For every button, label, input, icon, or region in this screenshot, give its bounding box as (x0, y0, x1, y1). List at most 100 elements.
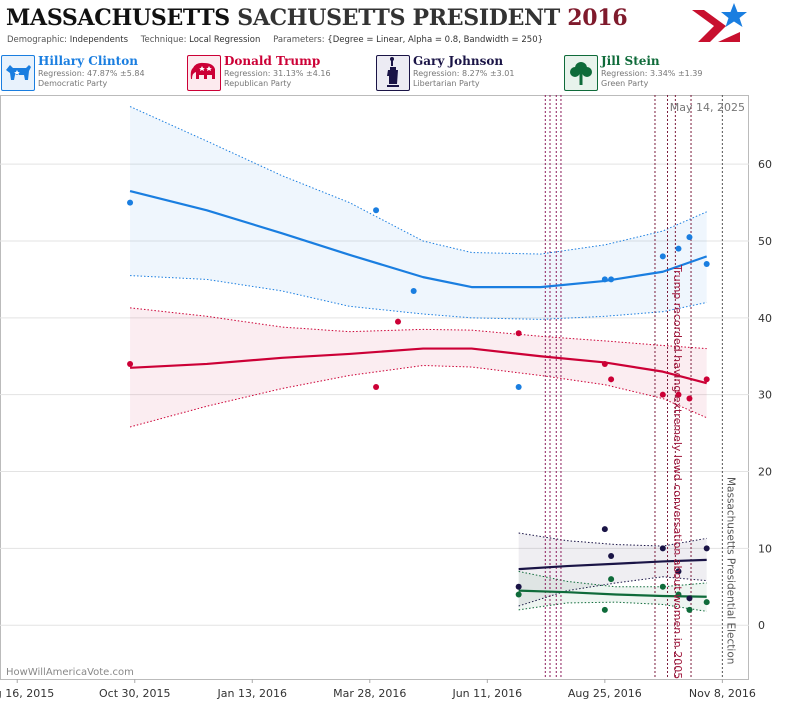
legend-item-johnson: Gary Johnson Regression: 8.27% ±3.01 Lib… (375, 54, 561, 92)
elephant-icon (190, 62, 215, 79)
confidence-band (130, 106, 707, 320)
data-point (686, 234, 693, 241)
data-point (686, 595, 693, 602)
upper-bound-line (518, 532, 707, 547)
stein-party: Green Party (601, 79, 649, 88)
data-point (608, 376, 615, 383)
data-point (515, 384, 522, 390)
johnson-icon-box (376, 55, 410, 91)
data-point (373, 207, 380, 214)
page-title: MASSACHUSETTS SACHUSETTS PRESIDENT 2016 (6, 5, 628, 31)
demographic-value: Independents (69, 35, 129, 45)
y-tick-label: 50 (758, 235, 772, 248)
confidence-band (130, 307, 707, 427)
data-point (601, 276, 608, 283)
trend-line (518, 558, 707, 571)
data-point (608, 576, 615, 583)
x-tick-label: Aug 16, 2015 (0, 687, 54, 700)
trump-regression: Regression: 31.13% ±4.16 (224, 69, 331, 78)
x-tick-label: Nov 8, 2016 (689, 687, 756, 700)
data-point (515, 583, 522, 590)
liberty-statue-icon (387, 57, 399, 87)
confidence-band (518, 533, 707, 606)
upper-bound-line (130, 307, 707, 350)
trump-party: Republican Party (224, 79, 292, 88)
legend-item-stein: Jill Stein Regression: 3.34% ±1.39 Green… (563, 54, 749, 92)
data-point (601, 526, 608, 533)
data-point (127, 199, 134, 206)
parameters-label: Parameters: (273, 35, 325, 45)
data-point (410, 287, 417, 294)
trend-line (130, 347, 707, 385)
lower-bound-line (518, 601, 707, 612)
data-point (608, 276, 615, 283)
parameters-line: Demographic: Independents Technique: Loc… (7, 35, 543, 45)
johnson-party: Libertarian Party (413, 79, 480, 88)
watermark: HowWillAmericaVote.com (6, 667, 134, 678)
johnson-name: Gary Johnson (413, 54, 504, 68)
data-point (703, 545, 710, 552)
trend-line (129, 189, 708, 289)
x-tick-label: Mar 28, 2016 (333, 687, 406, 700)
y-tick-label: 10 (758, 542, 772, 555)
data-point (515, 330, 522, 337)
data-point (659, 253, 666, 260)
clinton-regression: Regression: 47.87% ±5.84 (38, 69, 145, 78)
data-point (686, 606, 693, 613)
data-point (515, 591, 522, 598)
annotation-election: Massachusetts Presidential Election (724, 477, 736, 664)
plot-frame (0, 95, 749, 680)
y-tick-label: 60 (758, 158, 772, 171)
legend-item-trump: Donald Trump Regression: 31.13% ±4.16 Re… (186, 54, 372, 92)
data-point (703, 376, 710, 383)
data-point (659, 391, 666, 398)
data-point (601, 360, 608, 367)
data-point (675, 568, 682, 575)
trump-name: Donald Trump (224, 54, 321, 68)
data-point (659, 545, 666, 552)
data-point (659, 583, 666, 590)
data-point (675, 245, 682, 252)
annotation-lewd-tape: Trump recorded having extremely lewd con… (671, 264, 684, 679)
title-year: 2016 (567, 5, 628, 31)
data-point (127, 360, 134, 367)
stein-regression: Regression: 3.34% ±1.39 (601, 69, 703, 78)
upper-bound-line (129, 106, 707, 255)
data-point (675, 391, 682, 398)
y-tick-label: 30 (758, 389, 772, 402)
site-logo (692, 3, 747, 42)
data-point (686, 395, 693, 402)
data-point (703, 599, 710, 606)
technique-value: Local Regression (189, 35, 261, 45)
technique-label: Technique: (140, 35, 187, 45)
confidence-band (518, 571, 707, 612)
x-tick-label: Aug 25, 2016 (568, 687, 642, 700)
tree-icon (570, 62, 592, 85)
x-tick-label: Oct 30, 2015 (99, 687, 171, 700)
clinton-party: Democratic Party (38, 79, 108, 88)
data-point (601, 606, 608, 613)
x-tick-label: Jun 11, 2016 (451, 687, 522, 700)
clinton-icon-box (1, 55, 35, 91)
x-tick-label: Jan 13, 2016 (217, 687, 287, 700)
legend-item-clinton: Hillary Clinton Regression: 47.87% ±5.84… (0, 54, 186, 92)
clinton-name: Hillary Clinton (38, 54, 138, 68)
stein-name: Jill Stein (601, 54, 660, 68)
title-race: SACHUSETTS PRESIDENT (237, 5, 560, 31)
donkey-icon (6, 65, 31, 80)
data-point (373, 384, 380, 390)
y-tick-label: 0 (758, 619, 765, 632)
header: MASSACHUSETTS SACHUSETTS PRESIDENT 2016 … (0, 0, 789, 52)
y-tick-label: 20 (758, 466, 772, 479)
trump-icon-box (187, 55, 221, 91)
lower-bound-line (518, 576, 707, 607)
y-tick-label: 40 (758, 312, 772, 325)
johnson-regression: Regression: 8.27% ±3.01 (413, 69, 515, 78)
data-point (703, 261, 710, 268)
candidate-legend: Hillary Clinton Regression: 47.87% ±5.84… (0, 54, 789, 94)
data-point (395, 318, 402, 325)
data-point (608, 553, 615, 560)
upper-bound-line (518, 570, 707, 588)
date-stamp: May 14, 2025 (670, 101, 745, 114)
